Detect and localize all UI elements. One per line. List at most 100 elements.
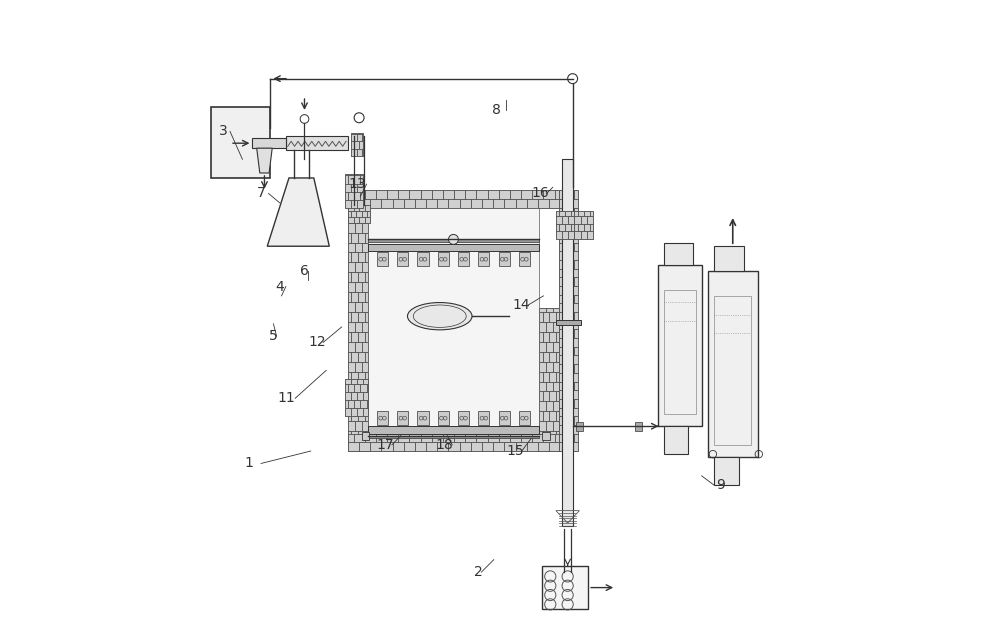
Bar — [510, 191, 521, 199]
Bar — [546, 322, 553, 332]
Bar — [348, 211, 351, 217]
Bar — [539, 441, 546, 451]
Bar — [362, 302, 368, 312]
Bar — [365, 292, 368, 302]
Bar — [553, 342, 559, 352]
Bar — [365, 213, 368, 223]
Bar — [559, 225, 562, 234]
Bar — [546, 441, 553, 451]
Bar — [543, 391, 549, 401]
Bar — [559, 399, 562, 408]
Bar — [559, 364, 562, 373]
Bar — [348, 233, 351, 243]
Bar — [351, 211, 356, 217]
Bar — [556, 224, 559, 231]
Bar — [578, 211, 584, 216]
Bar — [504, 199, 516, 208]
Bar — [355, 223, 362, 233]
Bar — [345, 184, 351, 192]
Polygon shape — [257, 148, 272, 173]
Bar — [358, 193, 365, 203]
Bar — [355, 191, 362, 193]
Bar — [355, 382, 362, 391]
Bar — [571, 224, 574, 231]
Bar — [348, 362, 355, 372]
Bar — [549, 411, 556, 421]
Bar — [568, 277, 574, 286]
Bar — [355, 262, 362, 272]
Bar — [363, 408, 368, 416]
Bar — [568, 382, 574, 390]
Bar — [578, 224, 584, 231]
Bar — [539, 342, 546, 352]
Bar — [376, 433, 387, 442]
Bar — [519, 252, 530, 266]
Bar — [355, 421, 362, 431]
Bar — [571, 234, 578, 243]
Bar — [348, 175, 354, 184]
Bar — [543, 191, 555, 199]
Bar — [493, 442, 504, 451]
Bar — [363, 392, 368, 400]
Bar — [448, 442, 460, 451]
Bar — [355, 401, 362, 411]
Bar — [559, 425, 565, 433]
Bar — [351, 292, 358, 302]
Bar — [539, 352, 543, 362]
Polygon shape — [267, 178, 329, 246]
Bar — [482, 199, 493, 208]
Bar — [365, 204, 370, 211]
Bar — [355, 362, 362, 372]
Bar — [348, 442, 359, 451]
Bar — [365, 191, 376, 199]
Bar — [574, 312, 578, 321]
Bar — [358, 332, 365, 342]
Bar — [590, 224, 593, 231]
Bar — [362, 382, 368, 391]
Bar — [398, 433, 409, 442]
Bar — [354, 433, 365, 442]
Bar — [571, 442, 578, 451]
Bar — [559, 347, 562, 355]
Bar — [443, 433, 454, 442]
Bar — [387, 433, 398, 442]
Bar — [348, 252, 351, 262]
Bar — [357, 379, 363, 384]
Bar — [381, 199, 393, 208]
Bar — [556, 231, 562, 239]
Bar — [348, 302, 355, 312]
Bar — [357, 174, 363, 175]
Bar — [553, 382, 559, 391]
Bar — [549, 312, 556, 322]
Bar — [714, 457, 739, 485]
Text: 7: 7 — [257, 186, 265, 201]
Bar — [559, 191, 562, 199]
Bar — [359, 442, 370, 451]
Bar — [362, 149, 363, 156]
Bar — [562, 225, 568, 234]
Bar — [546, 382, 553, 391]
Bar — [539, 332, 543, 342]
Bar — [345, 192, 348, 199]
Bar — [562, 416, 568, 425]
Bar — [574, 382, 578, 390]
Bar — [565, 355, 571, 364]
Bar — [664, 426, 688, 454]
Bar — [365, 433, 376, 442]
Bar — [348, 204, 370, 223]
Bar — [482, 442, 493, 451]
Bar — [409, 191, 421, 199]
Bar — [471, 199, 482, 208]
Bar — [345, 175, 348, 184]
Bar — [539, 431, 543, 441]
Bar — [532, 433, 543, 442]
Bar — [574, 364, 578, 373]
Text: 17: 17 — [376, 438, 394, 452]
Circle shape — [448, 235, 458, 244]
Bar — [345, 400, 348, 408]
Bar — [448, 199, 460, 208]
Bar — [354, 400, 360, 408]
Bar — [351, 133, 354, 134]
Bar — [345, 392, 351, 400]
Bar — [521, 191, 532, 199]
